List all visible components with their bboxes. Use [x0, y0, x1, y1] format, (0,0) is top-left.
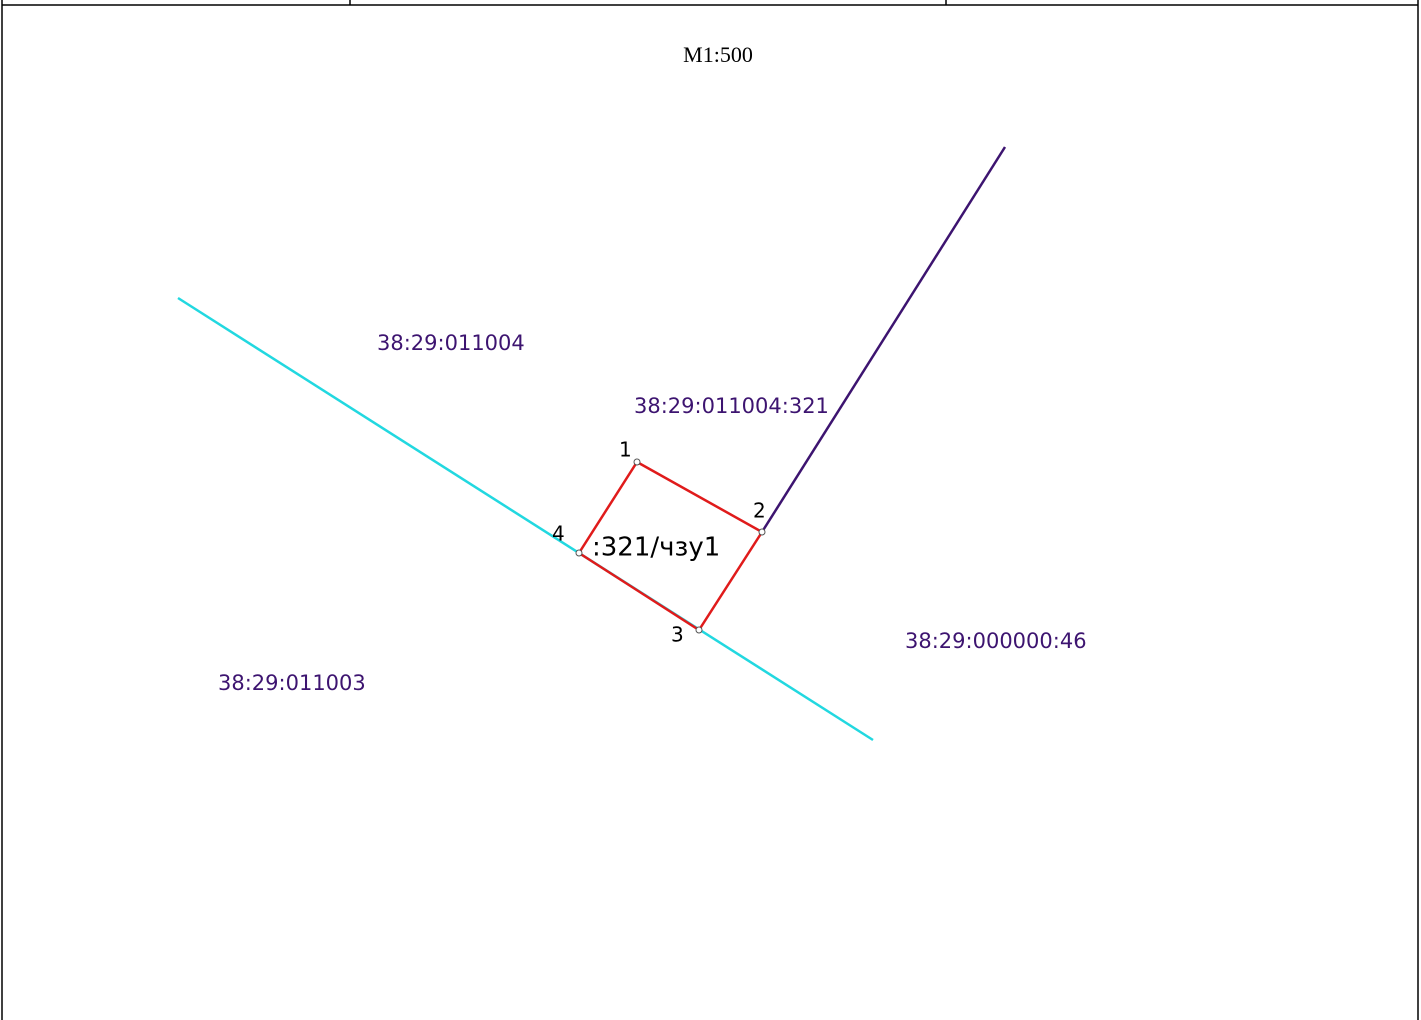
point-number: 1: [619, 438, 632, 462]
cadastral-label: 38:29:011004:321: [634, 394, 829, 418]
cadastral-label: 38:29:011003: [218, 671, 366, 695]
point-number: 4: [552, 522, 565, 546]
cadastral-label: 38:29:011004: [377, 331, 525, 355]
point-number: 2: [753, 499, 766, 523]
vertex: [695, 626, 703, 634]
vertex: [633, 458, 641, 466]
boundary-line: [760, 146, 1007, 533]
vertex: [575, 549, 583, 557]
parcel-label: :321/чзу1: [592, 533, 720, 563]
cadastral-label: 38:29:000000:46: [905, 629, 1087, 653]
scale: M1:500: [683, 42, 753, 67]
vertex: [758, 528, 766, 536]
boundary-line: [177, 296, 874, 742]
point-number: 3: [671, 623, 684, 647]
